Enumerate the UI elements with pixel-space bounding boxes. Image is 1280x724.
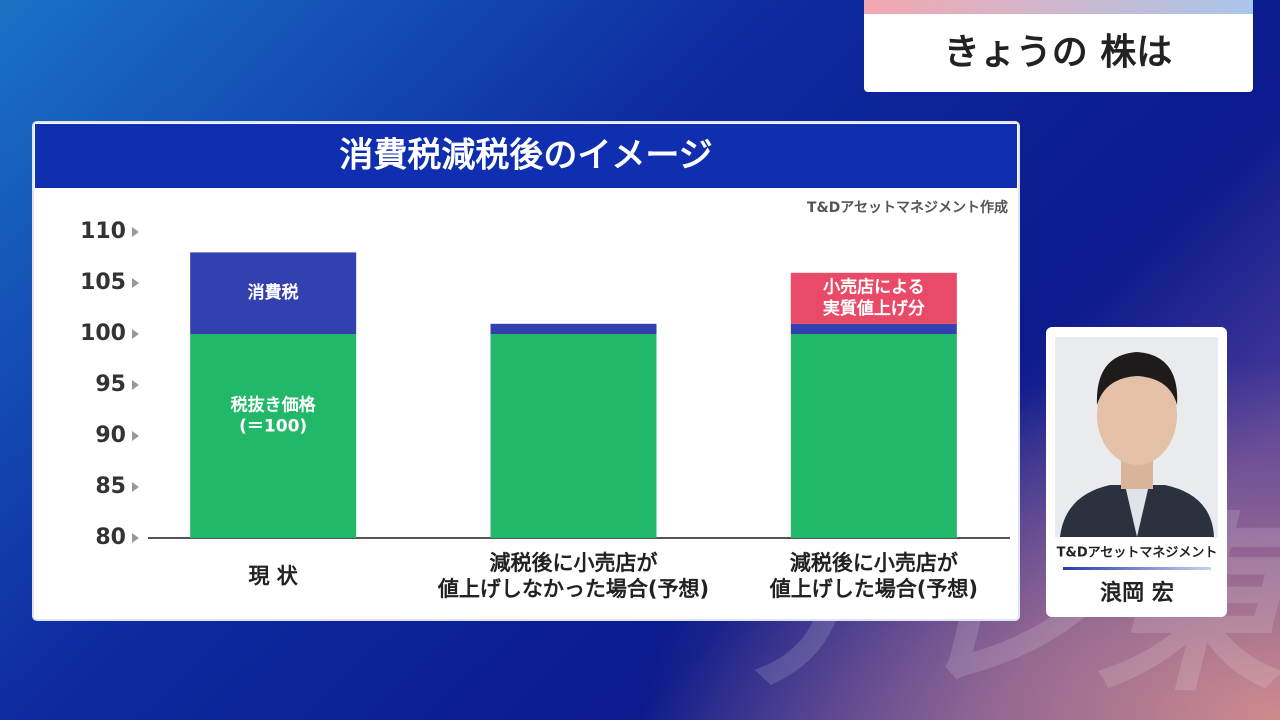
bar-segment [490,323,657,334]
bar-segment [790,272,957,324]
y-tick-label: 95 [95,372,126,397]
segment-label: 税抜き価格(＝100) [231,394,317,436]
chart-source: T&Dアセットマネジメント作成 [807,199,1008,216]
y-tick-mark [132,227,139,237]
presenter-company: T&Dアセットマネジメント [1057,546,1218,561]
y-tick-mark [132,329,139,339]
chart-title: 消費税減税後のイメージ [339,136,712,176]
presenter-name: 浪岡 宏 [1100,580,1174,606]
x-tick-label: 減税後に小売店が値上げしなかった場合(予想) [437,551,709,601]
photo-face [1097,365,1177,465]
y-tick-label: 110 [80,219,126,244]
segment-label: 消費税 [248,282,299,303]
y-tick-mark [132,380,139,390]
y-tick-label: 85 [95,474,126,499]
x-tick-label: 減税後に小売店が値上げした場合(予想) [769,551,978,601]
x-tick-label: 現 状 [249,564,299,588]
photo-shirt [1125,485,1149,537]
bar-segment [190,252,357,334]
header-box [864,0,1253,92]
y-tick-mark [132,278,139,288]
bar-segment [790,334,957,538]
chart-title-band [35,124,1017,188]
y-tick-label: 80 [95,525,126,550]
y-tick-label: 105 [80,270,126,295]
bar-segment [190,334,357,538]
header-title: きょうの 株は [944,32,1173,73]
bar-segment [490,334,657,538]
y-tick-label: 100 [80,321,126,346]
bar-segment [790,323,957,334]
header-strip [864,0,1253,14]
y-tick-mark [132,533,139,543]
y-tick-label: 90 [95,423,126,448]
y-tick-mark [132,431,139,441]
presenter-underline [1063,567,1211,570]
segment-label: 小売店による実質値上げ分 [823,277,925,319]
photo-hair [1096,352,1178,405]
y-tick-mark [132,482,139,492]
